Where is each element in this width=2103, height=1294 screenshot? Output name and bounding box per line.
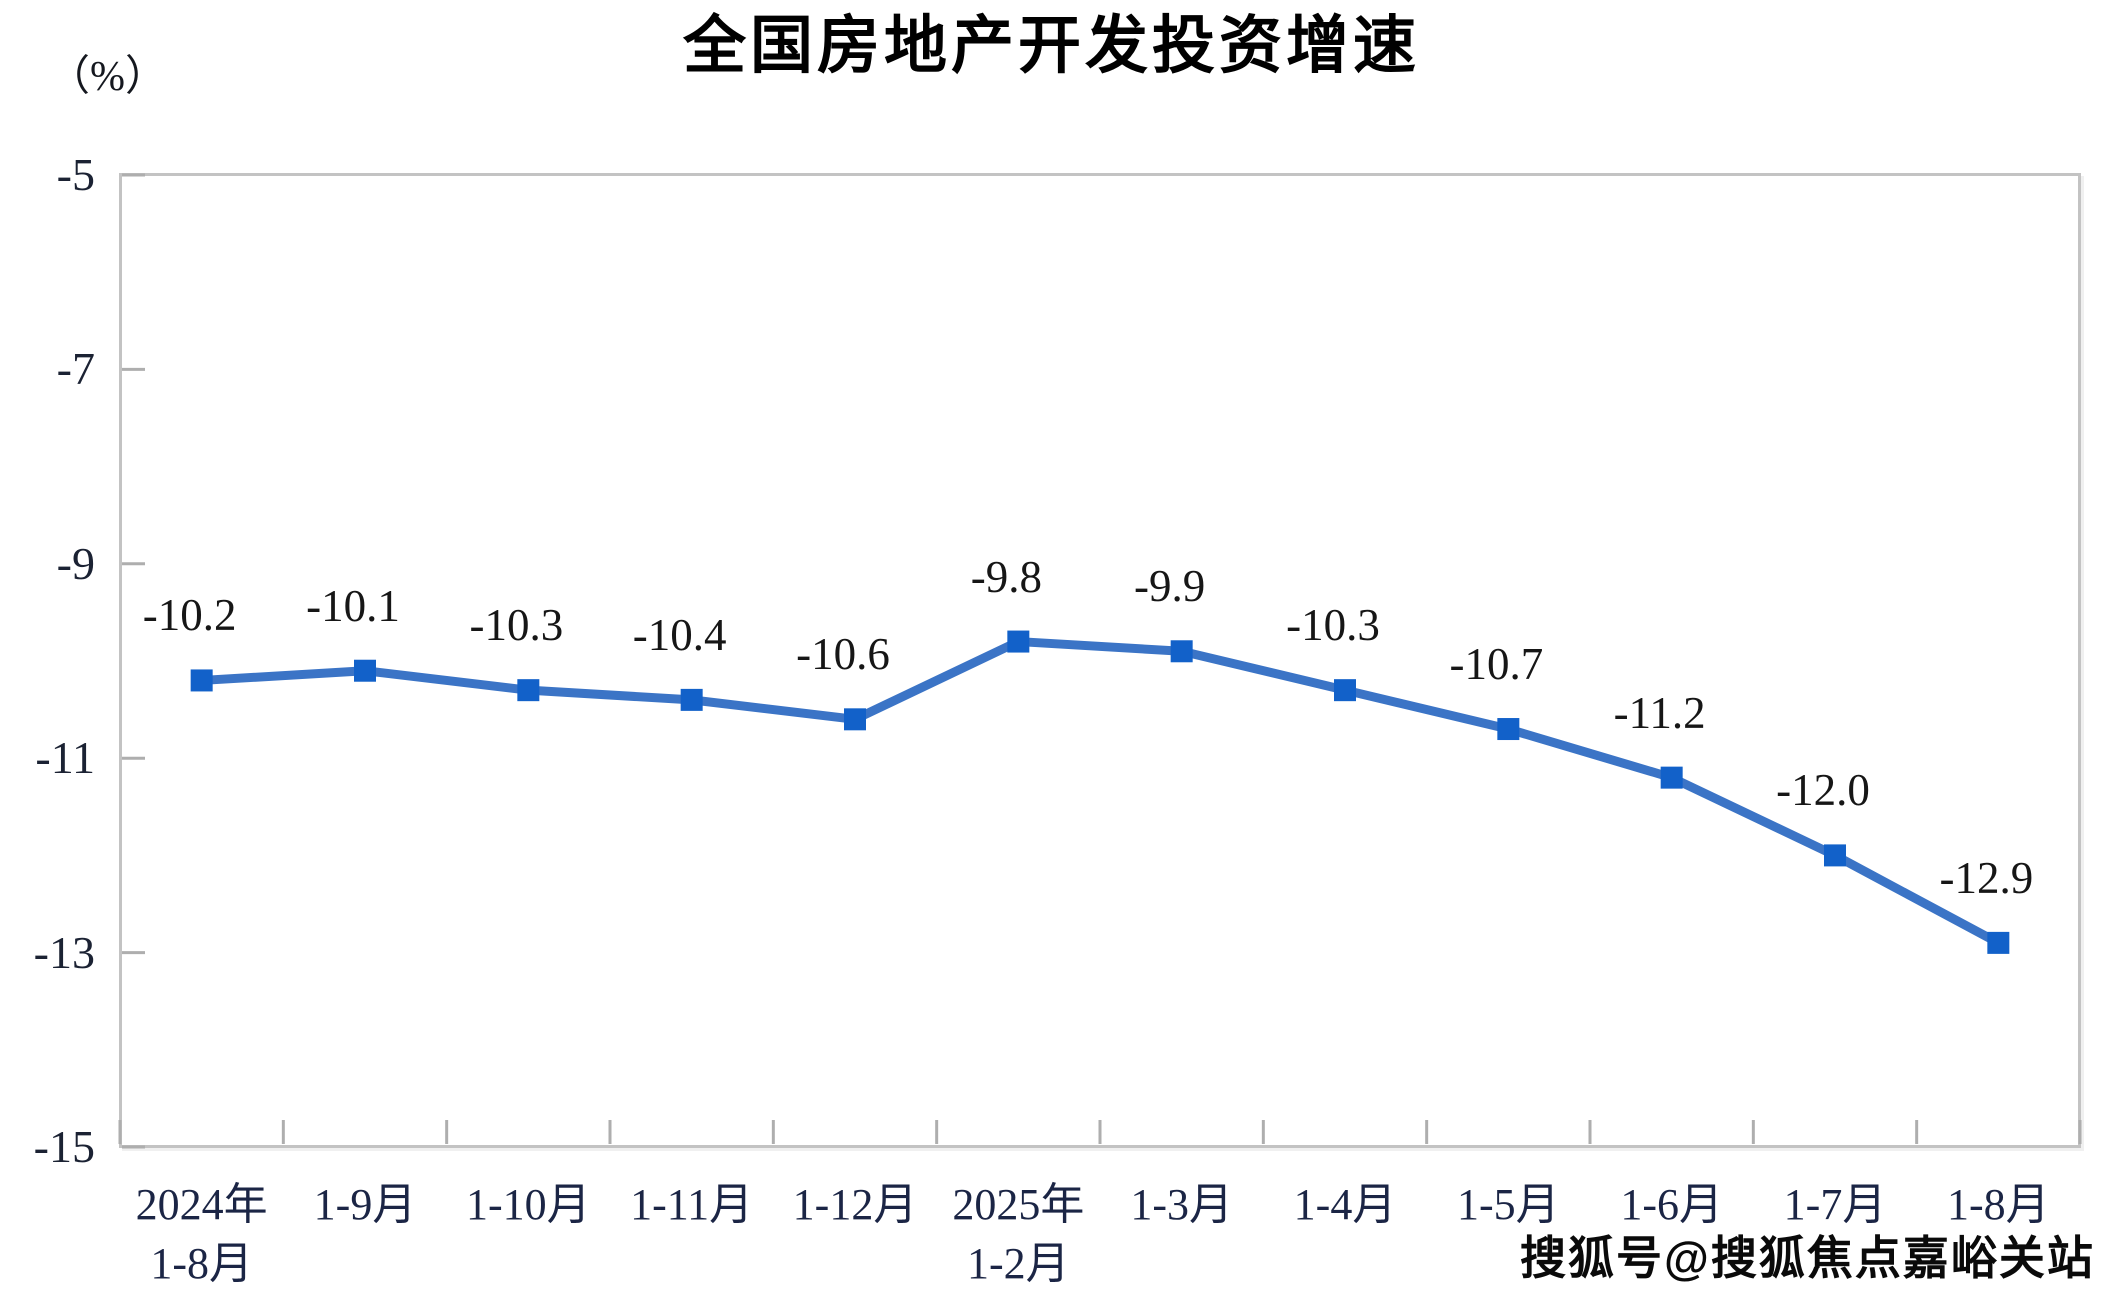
- x-axis-category-label: 1-10月: [466, 1180, 591, 1229]
- data-point-marker: [844, 708, 866, 731]
- x-axis-category-sublabel: 1-8月: [150, 1239, 253, 1288]
- x-axis-category-label: 2024年: [135, 1180, 268, 1229]
- x-axis-category-sublabel: 1-2月: [967, 1239, 1070, 1288]
- series-line: [197, 637, 2003, 948]
- y-axis-tick-label: -15: [33, 1121, 95, 1172]
- x-axis-category-label: 1-7月: [1783, 1180, 1887, 1229]
- data-point-label: -10.2: [142, 590, 237, 641]
- data-point-marker: [680, 688, 703, 711]
- data-point-marker: [1497, 718, 1520, 741]
- y-axis-unit-label: （%）: [48, 54, 167, 100]
- data-point-marker: [190, 669, 213, 692]
- data-point-label: -9.8: [970, 551, 1042, 602]
- data-point-label: -12.0: [1776, 765, 1870, 816]
- y-axis-tick-label: -7: [56, 343, 95, 395]
- data-point-marker: [1170, 640, 1193, 663]
- data-point-label: -9.9: [1134, 561, 1206, 612]
- data-point-label: -12.9: [1939, 852, 2034, 903]
- x-axis-category-label: 1-6月: [1620, 1180, 1723, 1229]
- y-axis-tick-label: -9: [56, 537, 95, 589]
- data-point-label: -10.1: [306, 580, 400, 631]
- x-axis-category-label: 1-8月: [1947, 1180, 2050, 1229]
- y-axis-tick-label: -11: [35, 732, 95, 784]
- x-axis-category-label: 2025年: [952, 1180, 1085, 1229]
- data-point-label: -10.4: [632, 609, 727, 660]
- data-point-label: -10.3: [469, 600, 564, 651]
- data-point-label: -10.7: [1449, 639, 1544, 690]
- data-point-marker: [1334, 679, 1356, 702]
- data-point-marker: [1987, 931, 2010, 954]
- data-point-label: -10.6: [796, 629, 890, 680]
- watermark: 搜狐号@搜狐焦点嘉峪关站: [1520, 1232, 2095, 1284]
- chart-title: 全国房地产开发投资增速: [683, 11, 1420, 81]
- data-point-label: -10.3: [1286, 600, 1380, 651]
- x-axis-category-label: 1-3月: [1130, 1180, 1233, 1229]
- x-axis-category-label: 1-11月: [630, 1180, 754, 1229]
- data-point-marker: [1824, 844, 1846, 867]
- plot-area: [119, 173, 2081, 1148]
- y-axis-tick-label: -5: [56, 149, 95, 200]
- x-axis-category-label: 1-4月: [1293, 1180, 1397, 1229]
- x-axis-category-label: 1-9月: [313, 1180, 417, 1229]
- data-point-label: -11.2: [1613, 687, 1706, 738]
- data-point-marker: [354, 659, 376, 682]
- y-axis-tick-label: -13: [33, 926, 95, 978]
- data-point-marker: [1660, 766, 1683, 789]
- data-point-marker: [1007, 630, 1030, 653]
- data-point-marker: [517, 679, 540, 702]
- x-axis-category-label: 1-5月: [1457, 1180, 1560, 1229]
- x-axis-category-label: 1-12月: [792, 1180, 918, 1229]
